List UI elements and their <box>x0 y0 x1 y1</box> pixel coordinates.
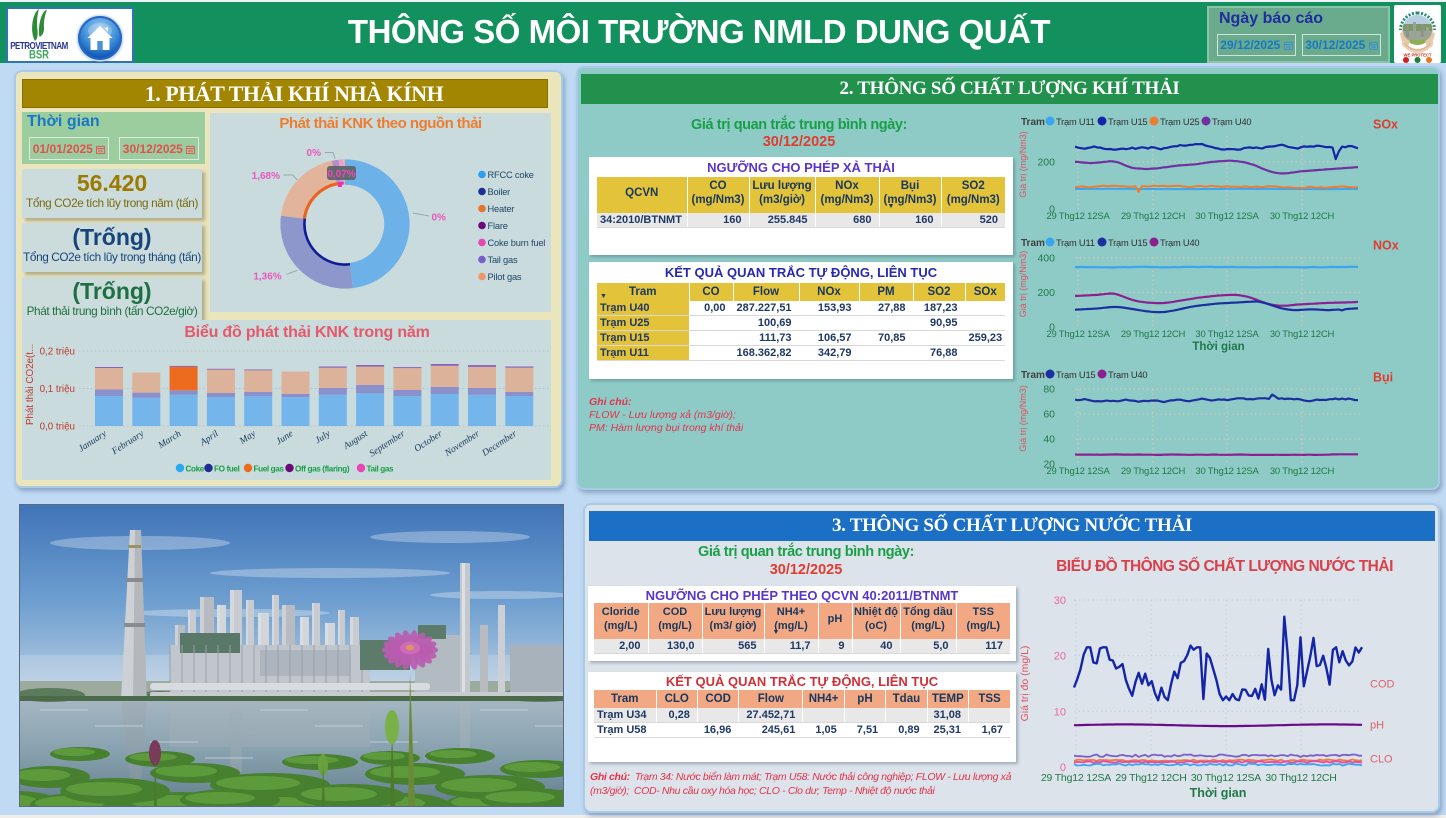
svg-text:0%: 0% <box>432 213 447 224</box>
svg-text:March: March <box>156 429 183 452</box>
svg-text:Giá trị (mg/Nm3): Giá trị (mg/Nm3) <box>1018 251 1028 318</box>
svg-text:Boiler: Boiler <box>488 187 511 197</box>
svg-text:29 Thg12 12SA: 29 Thg12 12SA <box>1046 329 1110 340</box>
svg-text:400: 400 <box>1037 252 1055 264</box>
svg-text:September: September <box>368 429 407 459</box>
svg-text:0,07%: 0,07% <box>327 169 355 180</box>
svg-text:NOx: NOx <box>1373 239 1399 253</box>
svg-text:FO fuel: FO fuel <box>214 465 240 474</box>
svg-text:Giá trị (mg/Nm3): Giá trị (mg/Nm3) <box>1018 131 1028 198</box>
svg-text:pH: pH <box>1370 720 1384 732</box>
svg-text:30 Thg12 12CH: 30 Thg12 12CH <box>1270 329 1335 340</box>
svg-text:29 Thg12 12CH: 29 Thg12 12CH <box>1115 772 1186 784</box>
svg-text:WE PROTECT: WE PROTECT <box>1404 53 1432 58</box>
svg-text:Giá trị đo (mg/L): Giá trị đo (mg/L) <box>1019 646 1031 722</box>
svg-text:Pilot gas: Pilot gas <box>488 272 522 282</box>
svg-text:Heater: Heater <box>488 204 515 214</box>
svg-text:Fuel gas: Fuel gas <box>254 465 285 474</box>
svg-text:10: 10 <box>1054 706 1066 718</box>
svg-text:Trạm U40: Trạm U40 <box>1212 117 1251 127</box>
svg-text:30 Thg12 12SA: 30 Thg12 12SA <box>1191 772 1261 784</box>
svg-text:February: February <box>110 429 147 458</box>
svg-text:June: June <box>275 429 295 447</box>
svg-text:20: 20 <box>1054 651 1066 663</box>
svg-text:Tram: Tram <box>1021 370 1045 381</box>
svg-text:0: 0 <box>1049 322 1055 334</box>
svg-text:SOx: SOx <box>1373 118 1398 132</box>
svg-text:Trạm U15: Trạm U15 <box>1108 238 1147 248</box>
svg-text:40: 40 <box>1043 434 1055 446</box>
svg-text:August: August <box>341 429 370 453</box>
svg-text:0,1 triệu: 0,1 triệu <box>40 384 75 395</box>
svg-text:Trạm U40: Trạm U40 <box>1108 370 1147 380</box>
svg-text:Trạm U15: Trạm U15 <box>1108 117 1147 127</box>
svg-text:Thời gian: Thời gian <box>1192 341 1244 353</box>
svg-text:October: October <box>413 429 445 455</box>
svg-text:December: December <box>480 429 519 459</box>
svg-text:Tram: Tram <box>1021 238 1045 249</box>
svg-text:29 Thg12 12SA: 29 Thg12 12SA <box>1046 211 1110 222</box>
svg-text:29 Thg12 12SA: 29 Thg12 12SA <box>1046 466 1110 477</box>
svg-text:29 Thg12 12CH: 29 Thg12 12CH <box>1121 211 1186 222</box>
svg-text:Giá trị (mg/Nm3): Giá trị (mg/Nm3) <box>1018 385 1028 452</box>
svg-text:30 Thg12 12SA: 30 Thg12 12SA <box>1195 466 1259 477</box>
svg-text:Off gas (flaring): Off gas (flaring) <box>295 465 350 474</box>
svg-text:30 Thg12 12CH: 30 Thg12 12CH <box>1270 211 1335 222</box>
svg-text:30 Thg12 12SA: 30 Thg12 12SA <box>1195 329 1259 340</box>
svg-text:Coke burn fuel: Coke burn fuel <box>488 238 546 248</box>
svg-text:May: May <box>237 429 258 448</box>
svg-text:30 Thg12 12SA: 30 Thg12 12SA <box>1195 211 1259 222</box>
svg-text:July: July <box>314 429 333 446</box>
svg-text:0: 0 <box>1060 762 1066 774</box>
svg-text:Trạm U25: Trạm U25 <box>1160 117 1199 127</box>
svg-text:Thời gian: Thời gian <box>1190 786 1247 800</box>
svg-text:30 Thg12 12CH: 30 Thg12 12CH <box>1270 466 1335 477</box>
svg-text:20: 20 <box>1043 459 1055 471</box>
svg-text:Trạm U11: Trạm U11 <box>1056 238 1095 248</box>
svg-text:November: November <box>443 429 482 459</box>
svg-text:COD: COD <box>1370 679 1395 691</box>
svg-text:1,36%: 1,36% <box>253 271 281 282</box>
svg-text:Trạm U11: Trạm U11 <box>1056 117 1095 127</box>
svg-text:200: 200 <box>1037 156 1055 168</box>
svg-text:RFCC coke: RFCC coke <box>488 170 534 180</box>
svg-text:Trạm U15: Trạm U15 <box>1056 370 1095 380</box>
svg-text:29 Thg12 12SA: 29 Thg12 12SA <box>1041 772 1111 784</box>
svg-text:Tail gas: Tail gas <box>367 465 395 474</box>
svg-text:29 Thg12 12CH: 29 Thg12 12CH <box>1121 466 1186 477</box>
svg-text:29 Thg12 12CH: 29 Thg12 12CH <box>1121 329 1186 340</box>
svg-text:0,0 triệu: 0,0 triệu <box>40 422 75 433</box>
svg-text:60: 60 <box>1043 409 1055 421</box>
svg-text:January: January <box>77 429 109 455</box>
svg-text:Trạm U40: Trạm U40 <box>1160 238 1199 248</box>
svg-text:200: 200 <box>1037 287 1055 299</box>
svg-text:Tram: Tram <box>1021 117 1045 128</box>
svg-text:Coke: Coke <box>186 465 205 474</box>
svg-text:0,2 triệu: 0,2 triệu <box>40 347 75 358</box>
svg-text:Flare: Flare <box>488 221 508 231</box>
svg-text:80: 80 <box>1043 384 1055 396</box>
svg-text:CLO: CLO <box>1370 754 1393 766</box>
svg-text:April: April <box>198 429 221 449</box>
svg-text:Bụi: Bụi <box>1373 371 1393 385</box>
svg-text:30 Thg12 12CH: 30 Thg12 12CH <box>1265 772 1336 784</box>
svg-text:30: 30 <box>1054 595 1066 607</box>
svg-text:Tail gas: Tail gas <box>488 255 518 265</box>
svg-text:Phát thải CO2e(t...: Phát thải CO2e(t... <box>25 344 36 425</box>
svg-text:0%: 0% <box>307 148 322 159</box>
svg-text:1,68%: 1,68% <box>252 171 280 182</box>
svg-text:0: 0 <box>1049 204 1055 216</box>
